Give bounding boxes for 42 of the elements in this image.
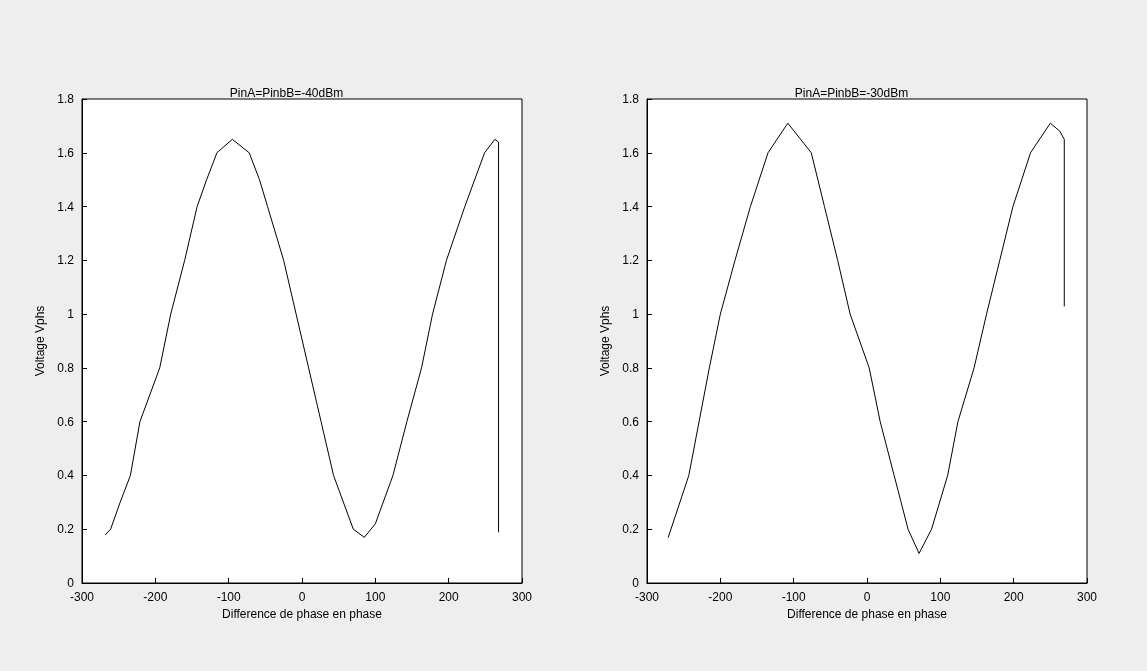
y-tick-label: 1.8: [57, 92, 75, 106]
y-tick-label: 0.8: [622, 360, 640, 375]
y-tick-label: 1.6: [622, 145, 640, 160]
x-tick-label: 300: [1076, 590, 1098, 604]
y-tick-label: 0.4: [57, 468, 75, 483]
x-tick-label: -300: [634, 590, 660, 604]
y-axis-title: Voltage Vphs: [33, 305, 48, 377]
y-tick-label: 0.6: [57, 414, 75, 429]
y-tick-label: 1.8: [622, 92, 640, 106]
x-tick-label: 0: [298, 590, 306, 604]
x-axis-title: Difference de phase en phase: [222, 606, 383, 621]
x-tick-label: 300: [511, 590, 533, 604]
y-tick-label: 0.2: [622, 522, 640, 537]
y-tick-label: 1.2: [57, 253, 75, 268]
y-axis-title: Voltage Vphs: [598, 305, 613, 377]
y-tick-label: 0.6: [622, 414, 640, 429]
x-tick-label: 100: [365, 590, 386, 604]
y-tick-label: 1: [632, 307, 640, 322]
y-tick-label: 0: [67, 576, 75, 590]
x-tick-label: 0: [863, 590, 871, 604]
x-tick-label: 200: [438, 590, 459, 604]
y-tick-label: 1.4: [57, 199, 75, 214]
y-tick-label: 0: [632, 576, 640, 590]
line-series: [104, 138, 500, 538]
x-tick-label: -100: [781, 590, 806, 604]
y-tick-label: 1.2: [622, 253, 640, 268]
x-tick-label: -100: [216, 590, 241, 604]
x-axis-title: Difference de phase en phase: [787, 606, 948, 621]
x-tick-label: -200: [708, 590, 733, 604]
y-tick-label: 1: [67, 307, 75, 322]
y-tick-label: 0.8: [57, 360, 75, 375]
y-tick-label: 1.6: [57, 145, 75, 160]
x-tick-label: -300: [69, 590, 95, 604]
x-tick-label: -200: [143, 590, 168, 604]
line-series: [667, 122, 1065, 554]
y-tick-label: 1.4: [622, 199, 640, 214]
y-tick-label: 0.4: [622, 468, 640, 483]
chart-title: PinA=PinbB=-30dBm: [794, 86, 909, 100]
x-tick-label: 100: [930, 590, 951, 604]
y-tick-label: 0.2: [57, 522, 75, 537]
x-tick-label: 200: [1003, 590, 1024, 604]
chart-title: PinA=PinbB=-40dBm: [229, 86, 344, 100]
